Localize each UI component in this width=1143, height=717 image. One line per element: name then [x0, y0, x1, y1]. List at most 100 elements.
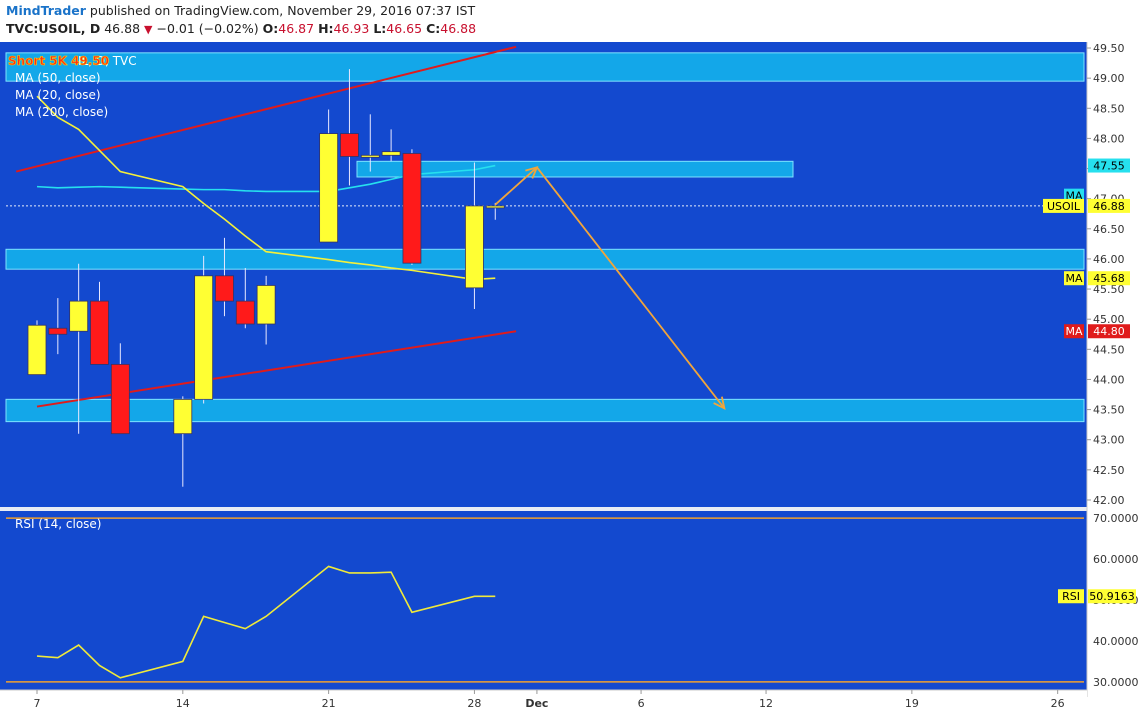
candle-body	[69, 300, 89, 332]
author-link[interactable]: MindTrader	[6, 3, 86, 18]
price-tag-prefix: USOIL	[1047, 200, 1081, 213]
price-axis-bg	[1087, 42, 1143, 717]
price-tick-label: 44.00	[1093, 373, 1125, 386]
projection-arrow	[536, 166, 726, 409]
zone-rect	[5, 248, 1085, 270]
candle-body	[485, 205, 505, 209]
rsi-tick-label: 70.0000	[1093, 512, 1139, 525]
candle-body	[110, 363, 130, 435]
price-tag-prefix-bg	[1043, 198, 1084, 213]
time-tick-label: 12	[759, 697, 773, 710]
time-tick-label: 19	[905, 697, 919, 710]
price-tag-value: 45.68	[1093, 272, 1125, 285]
candle-body	[215, 275, 234, 302]
open-label: O:	[262, 21, 279, 36]
moving-average-line	[36, 164, 496, 193]
price-tick-label: 49.50	[1093, 42, 1125, 55]
legend-ma20: MA (20, close)	[15, 88, 101, 102]
price-change: −0.01 (−0.02%)	[156, 21, 259, 36]
legend-overlap-text: Short 5K 49.50	[8, 54, 109, 68]
zone-rect	[5, 398, 1085, 423]
price-tick-label: 48.00	[1093, 132, 1125, 145]
legend-ma50: MA (50, close)	[15, 71, 101, 85]
rsi-line	[36, 565, 496, 679]
price-tag-value-bg	[1088, 198, 1130, 213]
rsi-tag-prefix-bg	[1058, 589, 1084, 604]
time-tick-label: Dec	[525, 697, 548, 710]
down-arrow-icon: ▼	[144, 23, 153, 36]
time-tick-label: 28	[467, 697, 481, 710]
last-price: 46.88	[104, 21, 141, 36]
price-tag-value: 44.80	[1093, 325, 1125, 338]
low-value: 46.65	[386, 21, 423, 36]
candle-body	[360, 154, 380, 158]
legend-rsi: RSI (14, close)	[15, 517, 101, 531]
candle-body	[48, 327, 68, 335]
zone-rect	[356, 160, 794, 178]
candle-body	[90, 300, 109, 365]
price-tick-label: 48.50	[1093, 102, 1125, 115]
price-tick-label: 45.50	[1093, 283, 1125, 296]
rsi-tick-label: 30.0000	[1093, 676, 1139, 689]
price-tick-label: 46.50	[1093, 223, 1125, 236]
candle-body	[465, 205, 484, 289]
rsi-tag-value-bg	[1088, 589, 1136, 604]
candle-body	[194, 275, 214, 400]
rsi-tick-label: 40.0000	[1093, 635, 1139, 648]
pane-separator	[0, 507, 1143, 511]
symbol-info-bar: TVC:USOIL, D 46.88 ▼ −0.01 (−0.02%) O:46…	[6, 21, 476, 36]
price-tag-prefix: MA	[1065, 272, 1082, 285]
high-value: 46.93	[333, 21, 370, 36]
price-tag-prefix: MA	[1065, 325, 1082, 338]
open-value: 46.87	[278, 21, 315, 36]
publish-info: MindTrader published on TradingView.com,…	[6, 3, 475, 18]
candle-body	[319, 133, 339, 243]
moving-average-line	[36, 95, 496, 281]
candle-body	[173, 398, 193, 435]
candle-body	[27, 324, 47, 376]
price-tag-prefix-bg	[1064, 324, 1084, 339]
rsi-tick-label: 60.0000	[1093, 553, 1139, 566]
time-tick-label: 7	[34, 697, 41, 710]
time-tick-label: 14	[176, 697, 190, 710]
candle-body	[340, 133, 359, 157]
price-tick-label: 42.50	[1093, 464, 1125, 477]
price-tick-label: 44.50	[1093, 343, 1125, 356]
candle-body	[235, 300, 255, 325]
publish-text: published on TradingView.com, November 2…	[89, 3, 476, 18]
price-tick-label: 43.50	[1093, 404, 1125, 417]
candle-body	[256, 285, 276, 325]
time-tick-label: 26	[1051, 697, 1065, 710]
projection-arrow	[494, 166, 538, 206]
time-tick-label: 6	[638, 697, 645, 710]
close-value: 46.88	[440, 21, 477, 36]
price-tag-prefix-bg	[1064, 271, 1084, 286]
candle-body	[402, 153, 422, 264]
price-tick-label: 43.00	[1093, 434, 1125, 447]
price-tick-label: 45.00	[1093, 313, 1125, 326]
low-label: L:	[373, 21, 387, 36]
close-label: C:	[426, 21, 441, 36]
symbol-label: TVC:USOIL, D	[6, 21, 101, 36]
rsi-tag-value: 50.9163	[1089, 590, 1135, 603]
time-axis-bg	[0, 690, 1087, 717]
price-tick-label: 42.00	[1093, 494, 1125, 507]
price-tick-label: 46.00	[1093, 253, 1125, 266]
legend-ma200: MA (200, close)	[15, 105, 108, 119]
price-tag-value: 47.55	[1093, 160, 1125, 173]
price-tick-label: 49.00	[1093, 72, 1125, 85]
arrow-head	[713, 396, 726, 411]
time-tick-label: 21	[322, 697, 336, 710]
price-tag-value-bg	[1088, 324, 1130, 339]
price-tag-value-bg	[1088, 271, 1130, 286]
rsi-tag-prefix: RSI	[1062, 590, 1080, 603]
price-tag-value: 46.88	[1093, 200, 1125, 213]
legend-main: IL, D, TVC	[78, 54, 137, 68]
zone-rect	[5, 52, 1085, 82]
high-label: H:	[318, 21, 334, 36]
candle-body	[381, 151, 401, 156]
price-tag-value-bg	[1088, 158, 1130, 173]
chart-bg	[0, 42, 1143, 717]
